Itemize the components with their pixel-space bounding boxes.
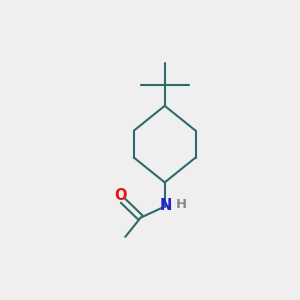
Text: N: N [160, 198, 172, 213]
Text: H: H [176, 198, 187, 211]
Text: O: O [114, 188, 127, 203]
